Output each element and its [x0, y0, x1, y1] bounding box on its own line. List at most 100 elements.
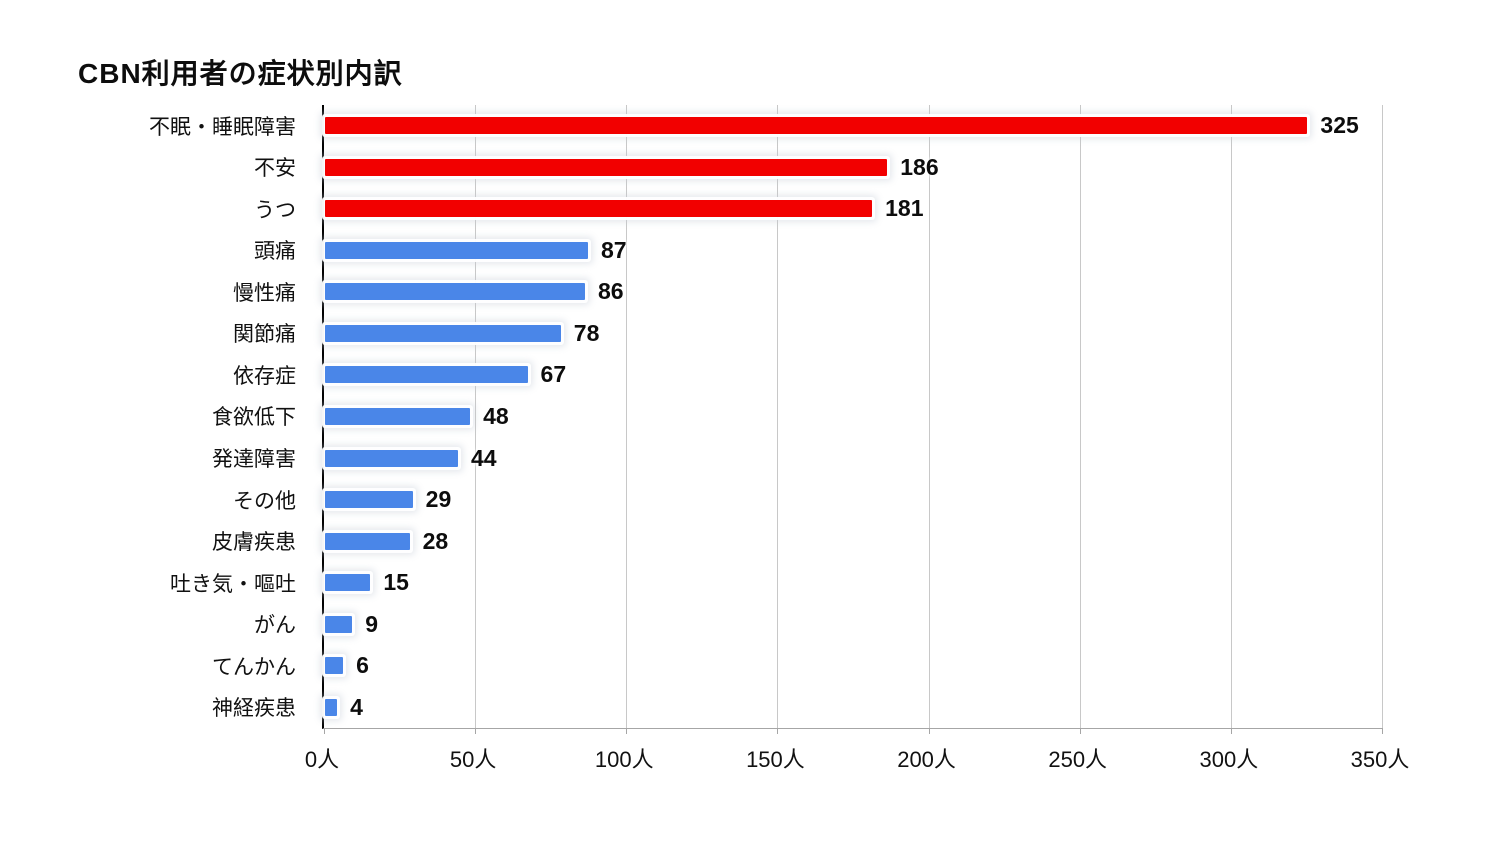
bar-発達障害 — [325, 449, 458, 467]
bar-rows: 不眠・睡眠障害 325 不安 186 うつ 181 頭痛 87 慢性痛 86 関節痛 78 依存症 67 食… — [0, 105, 1500, 728]
bar-吐き気・嘔吐 — [325, 574, 371, 592]
value-label: 15 — [383, 569, 409, 596]
bar-track: 86 — [322, 271, 1500, 313]
bar-track: 78 — [322, 313, 1500, 355]
bar-神経疾患 — [325, 698, 338, 716]
bar-てんかん — [325, 657, 344, 675]
bar-row: その他 29 — [0, 479, 1500, 521]
bar-track: 29 — [322, 479, 1500, 521]
x-tick-label: 200人 — [897, 747, 956, 772]
category-label: 発達障害 — [212, 448, 296, 472]
category-label: 依存症 — [233, 364, 296, 388]
value-label: 181 — [885, 195, 924, 222]
bar-track: 44 — [322, 437, 1500, 479]
category-label: 吐き気・嘔吐 — [170, 572, 296, 596]
plot-area — [322, 105, 1383, 734]
bar-track: 186 — [322, 147, 1500, 189]
bar-関節痛 — [325, 324, 561, 342]
gridline-200 — [928, 105, 930, 728]
x-tick-label: 0人 — [304, 747, 340, 772]
bar-row: 発達障害 44 — [0, 437, 1500, 479]
x-tick-label: 150人 — [746, 747, 805, 772]
bar-row: 食欲低下 48 — [0, 396, 1500, 438]
category-label: うつ — [254, 198, 296, 222]
category-label: 頭痛 — [254, 240, 296, 264]
category-label: 皮膚疾患 — [212, 531, 296, 555]
gridline-350 — [1382, 105, 1383, 728]
bar-食欲低下 — [325, 407, 471, 425]
bar-依存症 — [325, 366, 528, 384]
value-label: 87 — [600, 236, 627, 263]
value-label: 28 — [422, 527, 449, 554]
bar-row: 吐き気・嘔吐 15 — [0, 562, 1500, 604]
bar-row: 慢性痛 86 — [0, 271, 1500, 313]
x-tick-label: 350人 — [1350, 747, 1410, 772]
category-label: 不眠・睡眠障害 — [149, 115, 296, 139]
bar-track: 28 — [322, 520, 1500, 562]
bar-row: 依存症 67 — [0, 354, 1500, 396]
bar-track: 9 — [322, 603, 1500, 645]
bar-row: 不安 186 — [0, 147, 1500, 189]
x-tickmark-300 — [1230, 728, 1232, 734]
x-tick-label: 50人 — [449, 747, 497, 772]
bar-不眠・睡眠障害 — [325, 117, 1308, 135]
bar-row: 不眠・睡眠障害 325 — [0, 105, 1500, 147]
bar-頭痛 — [325, 241, 588, 259]
x-tickmark-100 — [626, 728, 628, 734]
category-label: 神経疾患 — [212, 697, 296, 721]
bar-がん — [325, 615, 353, 633]
bar-track: 4 — [322, 686, 1500, 728]
gridline-250 — [1079, 105, 1081, 728]
value-label: 44 — [471, 444, 497, 471]
bar-row: 神経疾患 4 — [0, 686, 1500, 728]
category-label: 食欲低下 — [212, 406, 296, 430]
x-tickmark-200 — [928, 728, 930, 734]
bar-row: 関節痛 78 — [0, 313, 1500, 355]
gridline-300 — [1230, 105, 1232, 728]
category-label: がん — [254, 614, 296, 638]
value-label: 6 — [356, 652, 369, 679]
category-label: 不安 — [254, 157, 296, 181]
x-axis: 0人 50人 100人 150人 200人 250人 300人 350人 — [0, 742, 1500, 782]
bar-row: 皮膚疾患 28 — [0, 520, 1500, 562]
x-tickmark-250 — [1079, 728, 1081, 734]
bar-track: 67 — [322, 354, 1500, 396]
bar-track: 181 — [322, 188, 1500, 230]
x-tickmark-350 — [1382, 728, 1383, 734]
value-label: 9 — [365, 610, 378, 637]
bar-track: 48 — [322, 396, 1500, 438]
value-label: 86 — [597, 278, 624, 305]
x-tick-label: 100人 — [594, 747, 654, 772]
x-tickmark-50 — [475, 728, 477, 734]
x-tickmark-0 — [324, 728, 325, 734]
bar-track: 87 — [322, 230, 1500, 272]
bar-慢性痛 — [325, 283, 585, 301]
category-label: 慢性痛 — [233, 281, 296, 305]
value-label: 325 — [1320, 112, 1359, 139]
bar-row: てんかん 6 — [0, 645, 1500, 687]
bar-row: 頭痛 87 — [0, 230, 1500, 272]
bar-track: 15 — [322, 562, 1500, 604]
category-label: その他 — [233, 489, 296, 513]
gridline-50 — [475, 105, 477, 728]
value-label: 186 — [900, 153, 939, 180]
bar-うつ — [325, 200, 873, 218]
bar-その他 — [325, 491, 413, 509]
bar-皮膚疾患 — [325, 532, 410, 550]
value-label: 48 — [483, 402, 509, 429]
value-label: 67 — [540, 361, 567, 388]
gridline-100 — [626, 105, 628, 728]
bar-track: 6 — [322, 645, 1500, 687]
x-tick-label: 250人 — [1048, 747, 1108, 772]
chart-title: CBN利用者の症状別内訳 — [78, 58, 403, 89]
bar-不安 — [325, 158, 888, 176]
value-label: 4 — [350, 693, 363, 720]
value-label: 78 — [573, 319, 600, 346]
bar-row: うつ 181 — [0, 188, 1500, 230]
gridline-150 — [777, 105, 779, 728]
value-label: 29 — [425, 486, 452, 513]
x-tick-label: 300人 — [1199, 747, 1259, 772]
category-label: てんかん — [212, 655, 296, 679]
category-label: 関節痛 — [233, 323, 296, 347]
